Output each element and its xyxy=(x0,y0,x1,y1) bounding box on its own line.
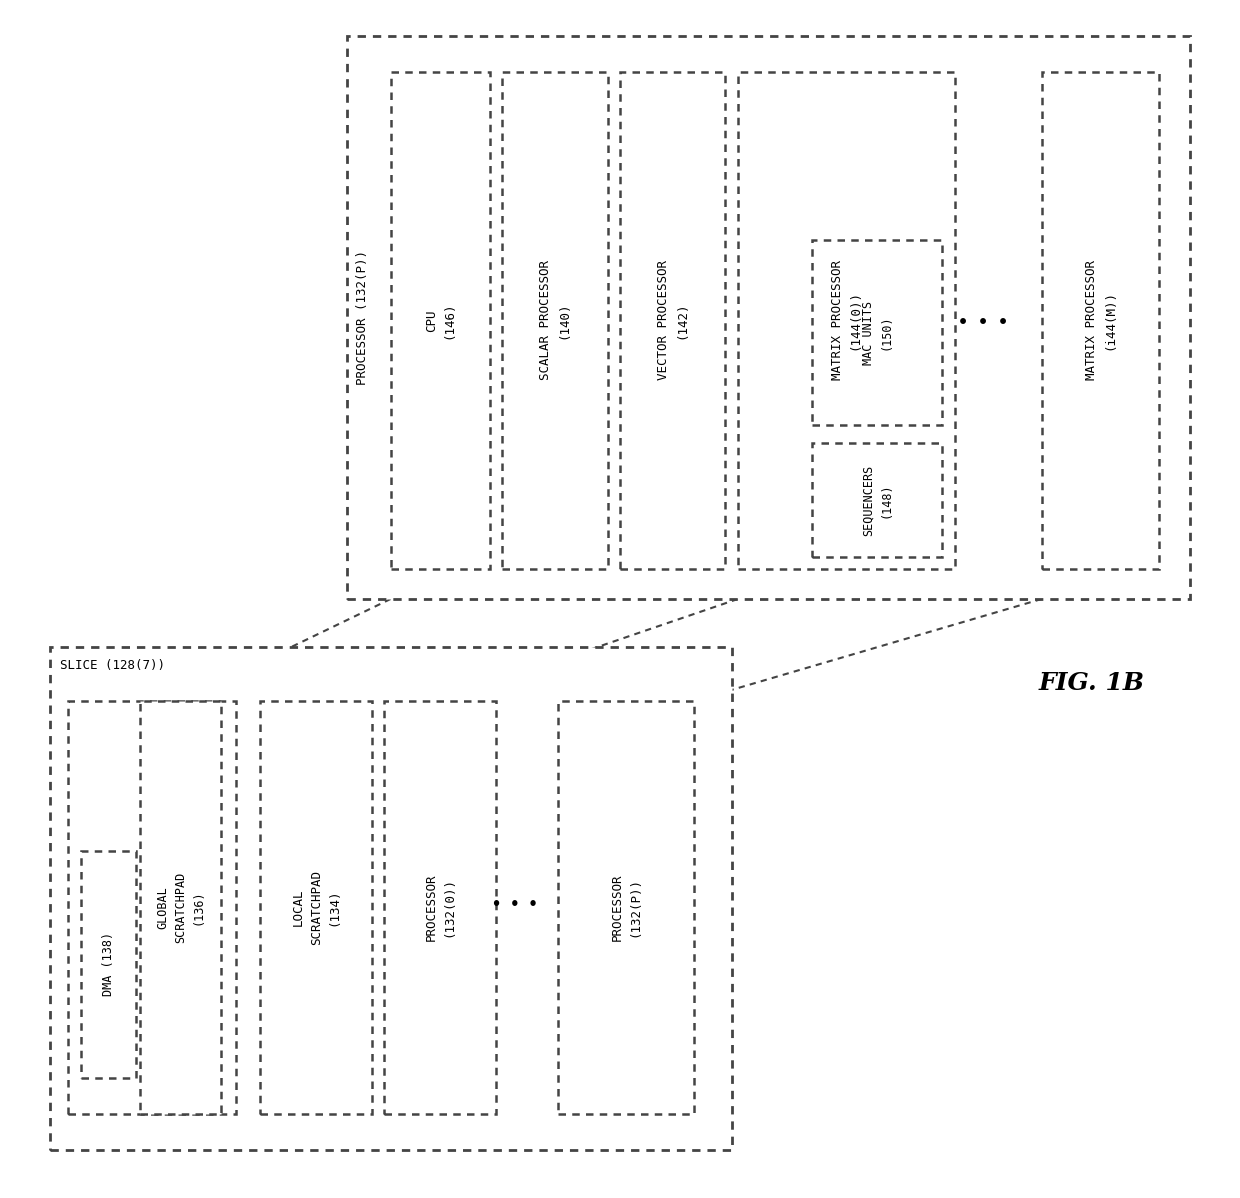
Bar xyxy=(812,443,942,557)
Bar xyxy=(812,240,942,425)
Bar xyxy=(620,72,725,569)
Text: • • •: • • • xyxy=(492,897,537,912)
Text: GLOBAL
SCRATCHPAD
(136): GLOBAL SCRATCHPAD (136) xyxy=(156,872,205,943)
Bar xyxy=(502,72,608,569)
Bar xyxy=(347,36,1190,599)
Text: • • •: • • • xyxy=(959,314,1008,333)
Bar xyxy=(260,701,372,1114)
Text: FIG. 1B: FIG. 1B xyxy=(1038,671,1145,695)
Text: CPU
(146): CPU (146) xyxy=(424,302,456,339)
Text: PROCESSOR
(132(P)): PROCESSOR (132(P)) xyxy=(611,873,642,942)
Bar xyxy=(384,701,496,1114)
Bar xyxy=(140,701,221,1114)
Bar xyxy=(50,647,732,1150)
Text: VECTOR PROCESSOR
(142): VECTOR PROCESSOR (142) xyxy=(657,260,688,381)
Bar xyxy=(1042,72,1159,569)
Bar xyxy=(68,701,236,1114)
Text: LOCAL
SCRATCHPAD
(134): LOCAL SCRATCHPAD (134) xyxy=(291,870,341,945)
Text: PROCESSOR
(132(0)): PROCESSOR (132(0)) xyxy=(424,873,456,942)
Text: SEQUENCERS
(148): SEQUENCERS (148) xyxy=(862,465,893,536)
Text: SCALAR PROCESSOR
(140): SCALAR PROCESSOR (140) xyxy=(539,260,570,381)
Text: PROCESSOR (132(P)): PROCESSOR (132(P)) xyxy=(356,250,368,385)
Text: MATRIX PROCESSOR
(144(0)): MATRIX PROCESSOR (144(0)) xyxy=(831,260,862,381)
Bar xyxy=(558,701,694,1114)
Text: SLICE (128(7)): SLICE (128(7)) xyxy=(60,659,165,672)
Bar xyxy=(81,851,136,1078)
Text: MATRIX PROCESSOR
(i44(M)): MATRIX PROCESSOR (i44(M)) xyxy=(1085,260,1116,381)
Bar xyxy=(738,72,955,569)
Text: DMA (138): DMA (138) xyxy=(102,932,115,997)
Text: MAC UNITS
(150): MAC UNITS (150) xyxy=(862,301,893,364)
Bar xyxy=(391,72,490,569)
